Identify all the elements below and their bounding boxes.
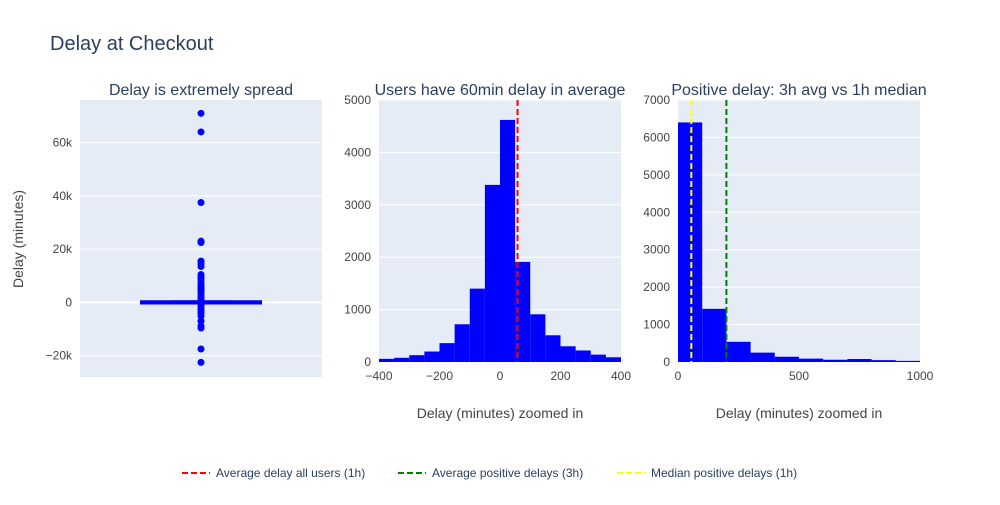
x-ticks-3: 0 500 1000 — [675, 369, 934, 383]
histogram-bar[interactable] — [530, 314, 546, 362]
legend-label-median-positive: Median positive delays (1h) — [651, 466, 797, 480]
histogram-bar[interactable] — [409, 355, 425, 362]
x-tick-label: 0 — [675, 369, 682, 383]
y-tick-label: 2000 — [344, 250, 371, 264]
histogram-bar[interactable] — [454, 324, 470, 362]
y-ticks-3: 0 1000 2000 3000 4000 5000 6000 7000 — [643, 93, 670, 369]
legend: Average delay all users (1h) Average pos… — [182, 466, 797, 480]
y-tick-label: 0 — [364, 355, 371, 369]
figure-title: Delay at Checkout — [50, 33, 214, 55]
y-tick-label: 20k — [53, 242, 73, 256]
histogram-bar[interactable] — [702, 308, 727, 362]
subplot-title-3: Positive delay: 3h avg vs 1h median — [671, 82, 926, 99]
histogram-bar[interactable] — [871, 360, 896, 362]
y-tick-label: 0 — [663, 355, 670, 369]
y-tick-label: 1000 — [643, 318, 670, 332]
outlier-points — [197, 109, 205, 366]
outlier-point[interactable] — [197, 358, 205, 366]
x-tick-label: −200 — [426, 369, 453, 383]
panel-box-plot: −20k 0 20k 40k 60k Delay is extremely spread… — [10, 82, 322, 377]
outlier-point[interactable] — [197, 296, 205, 304]
y-tick-label: 5000 — [643, 168, 670, 182]
legend-label-avg-positive: Average positive delays (3h) — [432, 466, 583, 480]
histogram-bar[interactable] — [823, 359, 848, 362]
x-tick-label: 400 — [611, 369, 631, 383]
histogram-bar[interactable] — [895, 360, 920, 362]
y-axis-title-1: Delay (minutes) — [10, 190, 26, 288]
outlier-point[interactable] — [197, 324, 205, 332]
histogram-bars-3 — [678, 122, 920, 362]
histogram-bar[interactable] — [560, 346, 576, 362]
legend-item-avg-positive[interactable]: Average positive delays (3h) — [398, 466, 583, 480]
outlier-point[interactable] — [197, 345, 205, 353]
histogram-bar[interactable] — [439, 343, 455, 362]
outlier-point[interactable] — [197, 238, 205, 246]
y-tick-label: 3000 — [344, 198, 371, 212]
y-tick-label: 40k — [53, 189, 73, 203]
histogram-bar[interactable] — [424, 351, 440, 362]
y-tick-label: 4000 — [344, 145, 371, 159]
x-tick-label: 200 — [550, 369, 570, 383]
y-tick-label: 2000 — [643, 280, 670, 294]
x-ticks-2: −400 −200 0 200 400 — [365, 369, 631, 383]
histogram-bar[interactable] — [379, 358, 395, 362]
histogram-bar[interactable] — [605, 357, 621, 362]
gridlines-1 — [80, 142, 322, 357]
outlier-point[interactable] — [197, 109, 205, 117]
y-tick-label: 1000 — [344, 303, 371, 317]
outlier-point[interactable] — [197, 262, 205, 270]
y-ticks-2: 0 1000 2000 3000 4000 5000 — [344, 93, 371, 369]
y-tick-label: 0 — [65, 295, 72, 309]
x-tick-label: 500 — [789, 369, 809, 383]
histogram-bar[interactable] — [774, 356, 799, 362]
histogram-bar[interactable] — [847, 359, 872, 362]
legend-item-avg-all[interactable]: Average delay all users (1h) — [182, 466, 365, 480]
histogram-bar[interactable] — [726, 341, 751, 362]
x-tick-label: 0 — [497, 369, 504, 383]
y-tick-label: 7000 — [643, 93, 670, 107]
x-tick-label: −400 — [365, 369, 392, 383]
legend-label-avg-all: Average delay all users (1h) — [216, 466, 365, 480]
x-axis-title-2: Delay (minutes) zoomed in — [417, 405, 584, 421]
panel-histogram-all: 0 1000 2000 3000 4000 5000 −400 −200 0 200 400 Us… — [344, 82, 631, 421]
y-tick-label: 5000 — [344, 93, 371, 107]
reference-lines-3 — [690, 100, 728, 362]
y-tick-label: −20k — [46, 349, 73, 363]
histogram-bar[interactable] — [750, 352, 775, 362]
histogram-bars-2 — [379, 119, 621, 362]
histogram-bar[interactable] — [500, 119, 516, 362]
histogram-bar[interactable] — [484, 184, 500, 362]
outlier-point[interactable] — [197, 128, 205, 136]
histogram-bar[interactable] — [590, 354, 606, 362]
y-ticks-1: −20k 0 20k 40k 60k — [46, 136, 73, 363]
histogram-bar[interactable] — [678, 122, 703, 362]
y-tick-label: 3000 — [643, 243, 670, 257]
y-tick-label: 60k — [53, 136, 73, 150]
histogram-bar[interactable] — [545, 335, 561, 362]
histogram-bar[interactable] — [799, 358, 824, 362]
legend-item-median-positive[interactable]: Median positive delays (1h) — [617, 466, 797, 480]
outlier-point[interactable] — [197, 199, 205, 207]
outlier-point[interactable] — [197, 317, 205, 325]
panel-histogram-positive: 0 1000 2000 3000 4000 5000 6000 7000 0 500 1000 P… — [643, 82, 933, 421]
subplot-title-1: Delay is extremely spread — [109, 82, 293, 99]
histogram-bar[interactable] — [394, 357, 410, 362]
outlier-point[interactable] — [197, 312, 205, 320]
x-axis-title-3: Delay (minutes) zoomed in — [716, 405, 883, 421]
x-tick-label: 1000 — [907, 369, 934, 383]
histogram-bar[interactable] — [515, 261, 531, 362]
y-tick-label: 6000 — [643, 130, 670, 144]
histogram-bar[interactable] — [575, 350, 591, 362]
y-tick-label: 4000 — [643, 205, 670, 219]
subplot-title-2: Users have 60min delay in average — [375, 82, 626, 99]
histogram-bar[interactable] — [469, 288, 485, 362]
